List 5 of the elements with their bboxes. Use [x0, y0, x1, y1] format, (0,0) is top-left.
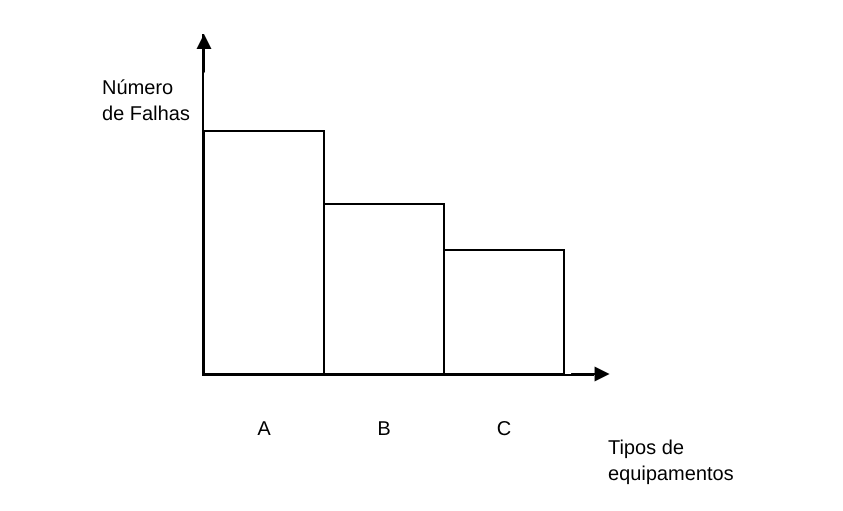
- y-axis-title: Número de Falhas: [102, 77, 190, 125]
- x-tick-label: A: [257, 418, 272, 440]
- x-tick-label: B: [377, 418, 391, 440]
- x-axis-title: Tipos de equipamentos: [608, 437, 734, 485]
- x-tick-label: C: [496, 418, 512, 440]
